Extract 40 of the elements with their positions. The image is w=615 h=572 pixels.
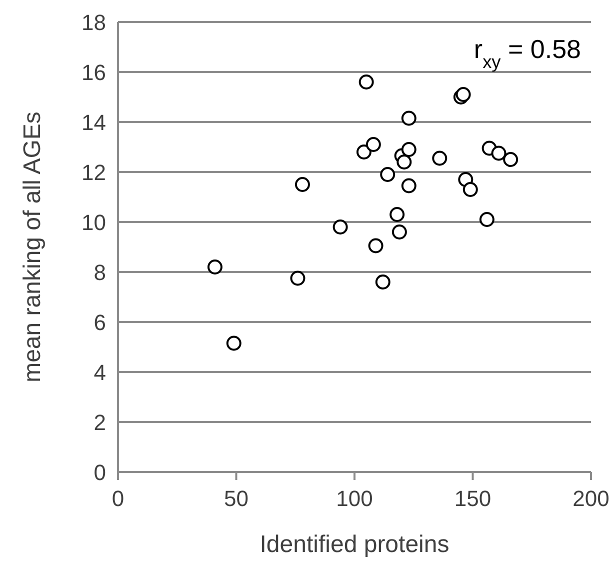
y-tick-label: 12 <box>82 160 106 185</box>
x-tick-label: 0 <box>112 486 124 511</box>
x-axis-title: Identified proteins <box>260 531 450 558</box>
y-tick-label: 14 <box>82 110 106 135</box>
point <box>401 178 416 194</box>
y-tick-label: 2 <box>94 410 106 435</box>
x-tick-label: 100 <box>336 486 373 511</box>
y-tick-label: 8 <box>94 260 106 285</box>
point <box>432 150 448 166</box>
point <box>396 154 412 170</box>
point <box>356 144 372 160</box>
point <box>226 336 242 351</box>
point <box>358 74 374 90</box>
point <box>294 177 310 192</box>
point <box>332 220 348 234</box>
point <box>390 207 405 222</box>
point <box>401 142 416 157</box>
annotation: r$_{xy}$ = 0.58 <box>474 34 581 72</box>
x-tick-label: 150 <box>454 486 492 511</box>
y-tick-label: 4 <box>94 360 106 385</box>
x-tick-label: 50 <box>224 486 248 511</box>
point <box>366 137 381 152</box>
point <box>401 110 416 126</box>
point <box>380 167 396 182</box>
point <box>392 224 407 240</box>
point <box>207 260 222 274</box>
point <box>479 212 494 227</box>
y-tick-label: 10 <box>82 210 106 235</box>
point <box>375 274 390 290</box>
y-tick-label: 16 <box>82 60 106 85</box>
point <box>368 238 384 254</box>
y-tick-label: 6 <box>94 310 106 335</box>
point <box>503 152 518 167</box>
point <box>462 182 478 197</box>
y-axis-title: mean ranking of all AGEs <box>19 112 46 382</box>
y-tick-label: 0 <box>94 460 106 485</box>
point <box>491 146 506 161</box>
y-tick-label: 18 <box>82 10 106 35</box>
x-tick-label: 200 <box>572 486 610 511</box>
point <box>290 270 306 286</box>
